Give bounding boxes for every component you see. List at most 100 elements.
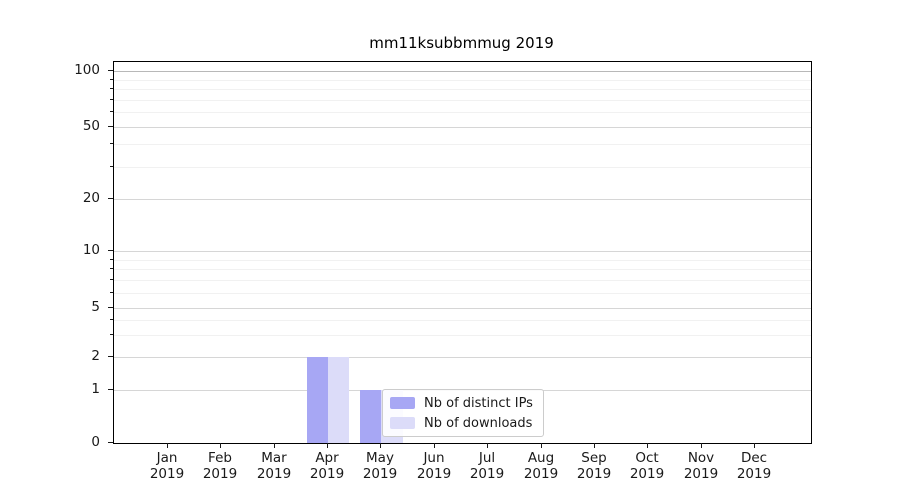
x-tick-year: 2019: [469, 465, 505, 482]
x-tick-year: 2019: [576, 465, 612, 482]
x-tick-month: Apr: [315, 450, 339, 466]
x-tick-label: Dec 2019: [722, 450, 786, 482]
x-tick-month: Jan: [156, 450, 178, 466]
y-axis-tick: [108, 250, 113, 251]
y-axis-tick: [108, 126, 113, 127]
legend-label: Nb of distinct IPs: [424, 395, 533, 411]
y-axis-minor-tick: [110, 292, 113, 293]
x-tick-year: 2019: [683, 465, 719, 482]
x-axis-tick: [220, 443, 221, 448]
x-axis-tick: [274, 443, 275, 448]
y-gridline-minor: [114, 280, 811, 281]
x-tick-label: Nov 2019: [669, 450, 733, 482]
y-gridline: [114, 308, 811, 309]
y-tick-label: 2: [91, 348, 100, 364]
bar-distinct-ips: [306, 357, 329, 443]
y-gridline-minor: [114, 320, 811, 321]
y-axis-minor-tick: [110, 166, 113, 167]
x-axis-tick: [701, 443, 702, 448]
y-axis-minor-tick: [110, 319, 113, 320]
y-gridline-minor: [114, 112, 811, 113]
x-tick-label: Apr 2019: [295, 450, 359, 482]
x-tick-month: May: [366, 450, 394, 466]
bar-downloads: [328, 357, 350, 443]
x-tick-label: May 2019: [348, 450, 412, 482]
y-gridline: [114, 357, 811, 358]
x-tick-month: Dec: [740, 450, 768, 466]
x-axis-tick: [167, 443, 168, 448]
y-axis-minor-tick: [110, 111, 113, 112]
y-gridline-minor: [114, 335, 811, 336]
y-gridline-minor: [114, 293, 811, 294]
x-axis-tick: [487, 443, 488, 448]
y-gridline-minor: [114, 89, 811, 90]
x-tick-label: Feb 2019: [188, 450, 252, 482]
plot-area: [113, 61, 812, 444]
x-tick-year: 2019: [309, 465, 345, 482]
x-tick-year: 2019: [149, 465, 185, 482]
y-tick-label: 1: [91, 381, 100, 397]
y-gridline: [114, 199, 811, 200]
y-axis-tick: [108, 70, 113, 71]
x-tick-label: Jun 2019: [402, 450, 466, 482]
legend-entry: Nb of downloads: [390, 416, 536, 431]
x-tick-month: Oct: [635, 450, 659, 466]
y-gridline: [114, 127, 811, 128]
x-tick-label: Sep 2019: [562, 450, 626, 482]
y-axis-minor-tick: [110, 99, 113, 100]
x-tick-year: 2019: [362, 465, 398, 482]
x-tick-label: Aug 2019: [509, 450, 573, 482]
x-tick-year: 2019: [736, 465, 772, 482]
x-tick-year: 2019: [629, 465, 665, 482]
y-axis-minor-tick: [110, 259, 113, 260]
x-tick-month: Nov: [687, 450, 715, 466]
y-gridline-minor: [114, 167, 811, 168]
x-tick-month: Jul: [478, 450, 496, 466]
y-axis-minor-tick: [110, 268, 113, 269]
x-tick-label: Jul 2019: [455, 450, 519, 482]
x-tick-month: Aug: [527, 450, 555, 466]
y-tick-label: 20: [82, 190, 100, 206]
y-axis-minor-tick: [110, 334, 113, 335]
legend-swatch-downloads: [390, 417, 415, 429]
x-tick-month: Mar: [261, 450, 287, 466]
y-gridline: [114, 71, 811, 72]
x-axis-tick: [327, 443, 328, 448]
y-axis-minor-tick: [110, 79, 113, 80]
legend: Nb of distinct IPs Nb of downloads: [382, 389, 544, 437]
x-tick-month: Sep: [581, 450, 607, 466]
y-axis-minor-tick: [110, 88, 113, 89]
y-tick-label: 50: [82, 118, 100, 134]
x-tick-month: Feb: [208, 450, 232, 466]
x-tick-year: 2019: [416, 465, 452, 482]
legend-entry: Nb of distinct IPs: [390, 396, 536, 411]
x-tick-year: 2019: [256, 465, 292, 482]
x-axis-tick: [647, 443, 648, 448]
x-axis-tick: [380, 443, 381, 448]
y-gridline: [114, 251, 811, 252]
x-tick-month: Jun: [423, 450, 445, 466]
x-axis-tick: [541, 443, 542, 448]
y-axis-tick: [108, 442, 113, 443]
y-axis-minor-tick: [110, 279, 113, 280]
bar-distinct-ips: [360, 390, 382, 443]
y-gridline-minor: [114, 100, 811, 101]
x-axis-tick: [594, 443, 595, 448]
y-axis-tick: [108, 307, 113, 308]
chart-title: mm11ksubbmmug 2019: [369, 34, 554, 52]
y-gridline-minor: [114, 144, 811, 145]
y-gridline-minor: [114, 260, 811, 261]
x-tick-year: 2019: [523, 465, 559, 482]
y-tick-label: 10: [82, 242, 100, 258]
x-tick-label: Oct 2019: [615, 450, 679, 482]
legend-label: Nb of downloads: [424, 415, 533, 431]
y-axis-tick: [108, 198, 113, 199]
y-tick-label: 5: [91, 299, 100, 315]
y-gridline-minor: [114, 269, 811, 270]
x-axis-tick: [754, 443, 755, 448]
y-gridline-minor: [114, 80, 811, 81]
legend-swatch-distinct-ips: [390, 397, 415, 409]
x-tick-label: Jan 2019: [135, 450, 199, 482]
x-tick-year: 2019: [202, 465, 238, 482]
y-axis-minor-tick: [110, 143, 113, 144]
